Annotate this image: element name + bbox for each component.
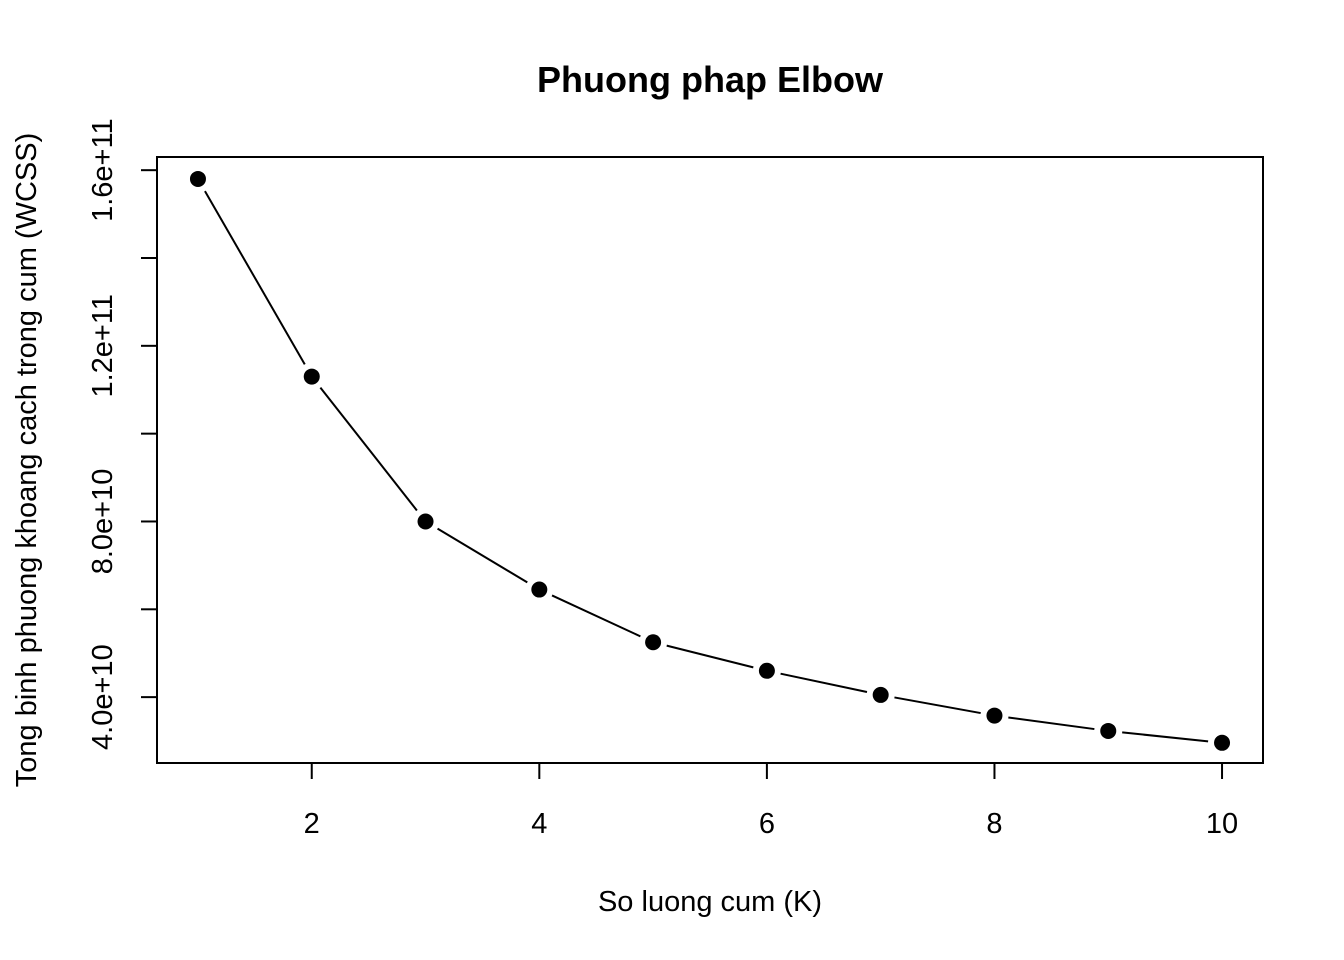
x-tick-label: 8 (986, 808, 1002, 840)
series-line (204, 190, 1209, 743)
data-point (531, 581, 548, 598)
x-tick-label: 4 (531, 808, 547, 840)
line-segment (319, 386, 418, 512)
line-segment (780, 672, 868, 694)
chart-title: Phuong phap Elbow (537, 59, 884, 100)
line-segment (1122, 731, 1209, 743)
data-point (986, 707, 1003, 724)
data-point (872, 686, 889, 703)
line-segment (204, 190, 306, 365)
y-tick-label: 8.0e+10 (87, 469, 119, 575)
x-axis-label: So luong cum (K) (598, 886, 822, 918)
x-tick-label: 2 (304, 808, 320, 840)
data-point (303, 368, 320, 385)
line-segment (1008, 716, 1095, 731)
y-axis: 4.0e+10 8.0e+10 1.2e+11 1.6e+11 (87, 118, 157, 750)
y-tick-label: 1.2e+11 (87, 294, 119, 397)
data-point (189, 170, 206, 187)
series-points (189, 170, 1231, 751)
line-segment (551, 594, 641, 638)
x-axis: 2 4 6 8 10 (304, 763, 1238, 840)
data-point (758, 662, 775, 679)
x-tick-label: 6 (759, 808, 775, 840)
data-point (645, 634, 662, 651)
plot-frame (156, 156, 1264, 764)
data-point (1214, 734, 1231, 751)
y-axis-label: Tong binh phuong khoang cach trong cum (… (11, 133, 43, 787)
y-tick-label: 1.6e+11 (87, 118, 119, 221)
y-tick-label: 4.0e+10 (87, 644, 119, 750)
x-tick-label: 10 (1206, 808, 1238, 840)
data-point (1100, 722, 1117, 739)
line-segment (894, 696, 981, 715)
data-point (417, 513, 434, 530)
line-segment (666, 644, 754, 669)
line-segment (437, 527, 528, 584)
